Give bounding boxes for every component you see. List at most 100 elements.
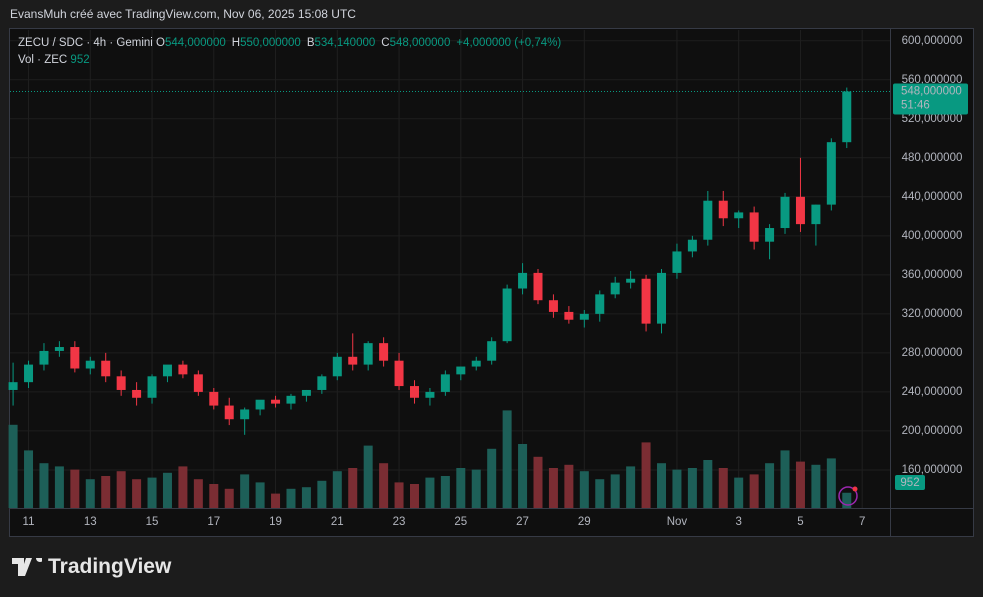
volume-bar <box>765 463 775 508</box>
candle-body <box>24 364 34 383</box>
volume-bar <box>734 477 744 508</box>
ohlc-line: ZECU / SDC · 4h · Gemini O544,000000 H550… <box>18 35 561 52</box>
ohlc-value: 534,140000 <box>314 37 376 49</box>
volume-bar <box>286 488 296 508</box>
candle-body <box>332 356 342 377</box>
candle-body <box>518 272 528 289</box>
candle-body <box>271 399 281 404</box>
x-tick-label: 19 <box>269 516 282 528</box>
candle-body <box>703 200 713 240</box>
x-tick-label: 23 <box>393 516 406 528</box>
candle-body <box>301 389 311 396</box>
x-tick-label: 3 <box>735 516 741 528</box>
candle-body <box>70 347 80 369</box>
y-tick-label: 320,000000 <box>902 308 963 320</box>
volume-bar <box>348 468 358 508</box>
ohlc-value: 548,000000 <box>389 37 451 49</box>
candle-body <box>116 376 126 390</box>
last-price-label: 548,000000 <box>901 85 962 97</box>
volume-bar <box>780 450 790 508</box>
volume-bar <box>595 479 605 508</box>
x-tick-label: 7 <box>859 516 865 528</box>
candle-body <box>317 376 327 390</box>
candle-body <box>548 300 558 312</box>
volume-bar <box>749 474 759 508</box>
volume-title: Vol · ZEC <box>18 54 68 66</box>
candle-body <box>425 391 435 398</box>
candle-body <box>85 360 95 369</box>
x-tick-label: Nov <box>667 516 688 528</box>
y-tick-label: 480,000000 <box>902 152 963 164</box>
candle-body <box>178 364 188 375</box>
candle-body <box>749 212 759 242</box>
volume-bar <box>579 471 589 508</box>
volume-bar <box>811 464 821 508</box>
volume-bar <box>425 477 435 508</box>
alert-dot <box>852 486 858 492</box>
candle-body <box>255 399 265 410</box>
candle-body <box>409 386 419 398</box>
y-tick-label: 360,000000 <box>902 269 963 281</box>
y-tick-label: 240,000000 <box>902 386 963 398</box>
volume-bar <box>657 463 667 508</box>
volume-bar <box>718 468 728 508</box>
volume-bar <box>626 466 636 508</box>
volume-bar <box>8 424 18 508</box>
candle-body <box>595 294 605 314</box>
candle-body <box>626 278 636 283</box>
volume-bar <box>332 471 342 508</box>
volume-line: Vol · ZEC 952 <box>18 52 561 69</box>
y-tick-label: 560,000000 <box>902 74 963 86</box>
candle-body <box>533 272 543 301</box>
candle-body <box>240 409 250 420</box>
page-header: EvansMuh créé avec TradingView.com, Nov … <box>10 7 356 21</box>
candle-body <box>672 251 682 273</box>
volume-bar <box>456 468 466 508</box>
volume-tag: 952 <box>900 477 919 489</box>
candle-body <box>641 278 651 324</box>
volume-bar <box>363 445 373 508</box>
volume-bar <box>842 492 852 508</box>
candle-body <box>610 282 620 295</box>
volume-bar <box>147 477 157 508</box>
volume-bar <box>564 464 574 508</box>
volume-bar <box>826 458 836 508</box>
ohlc-key: H <box>231 37 241 49</box>
candle-body <box>564 311 574 320</box>
ohlc-key: B <box>306 37 315 49</box>
volume-bar <box>255 482 265 508</box>
y-tick-label: 600,000000 <box>902 35 963 47</box>
volume-bar <box>317 480 327 508</box>
x-tick-label: 21 <box>331 516 344 528</box>
x-tick-label: 27 <box>516 516 529 528</box>
candle-body <box>502 288 512 342</box>
volume-bar <box>178 466 188 508</box>
x-tick-label: 29 <box>578 516 591 528</box>
candle-body <box>394 360 404 387</box>
brand-logo <box>12 558 42 576</box>
volume-bar <box>116 471 126 508</box>
last-price-box <box>893 83 968 115</box>
volume-bar <box>132 479 142 508</box>
y-tick-label: 400,000000 <box>902 230 963 242</box>
volume-bar <box>271 493 281 508</box>
x-tick-label: 25 <box>454 516 467 528</box>
alert-icon <box>838 486 858 506</box>
volume-bar <box>301 487 311 508</box>
candle-body <box>471 360 481 367</box>
candle-body <box>811 204 821 225</box>
candle-body <box>363 343 373 365</box>
ohlc-key: O <box>156 37 165 49</box>
volume-bar <box>641 442 651 508</box>
x-tick-label: 5 <box>797 516 803 528</box>
volume-bar <box>518 444 528 508</box>
brand: TradingView <box>12 555 171 579</box>
volume-bar <box>379 463 389 508</box>
candle-body <box>826 142 836 205</box>
volume-bar <box>209 484 219 508</box>
y-tick-label: 200,000000 <box>902 425 963 437</box>
symbol: ZECU / SDC · 4h · Gemini <box>18 37 153 49</box>
volume-bar <box>224 488 234 508</box>
